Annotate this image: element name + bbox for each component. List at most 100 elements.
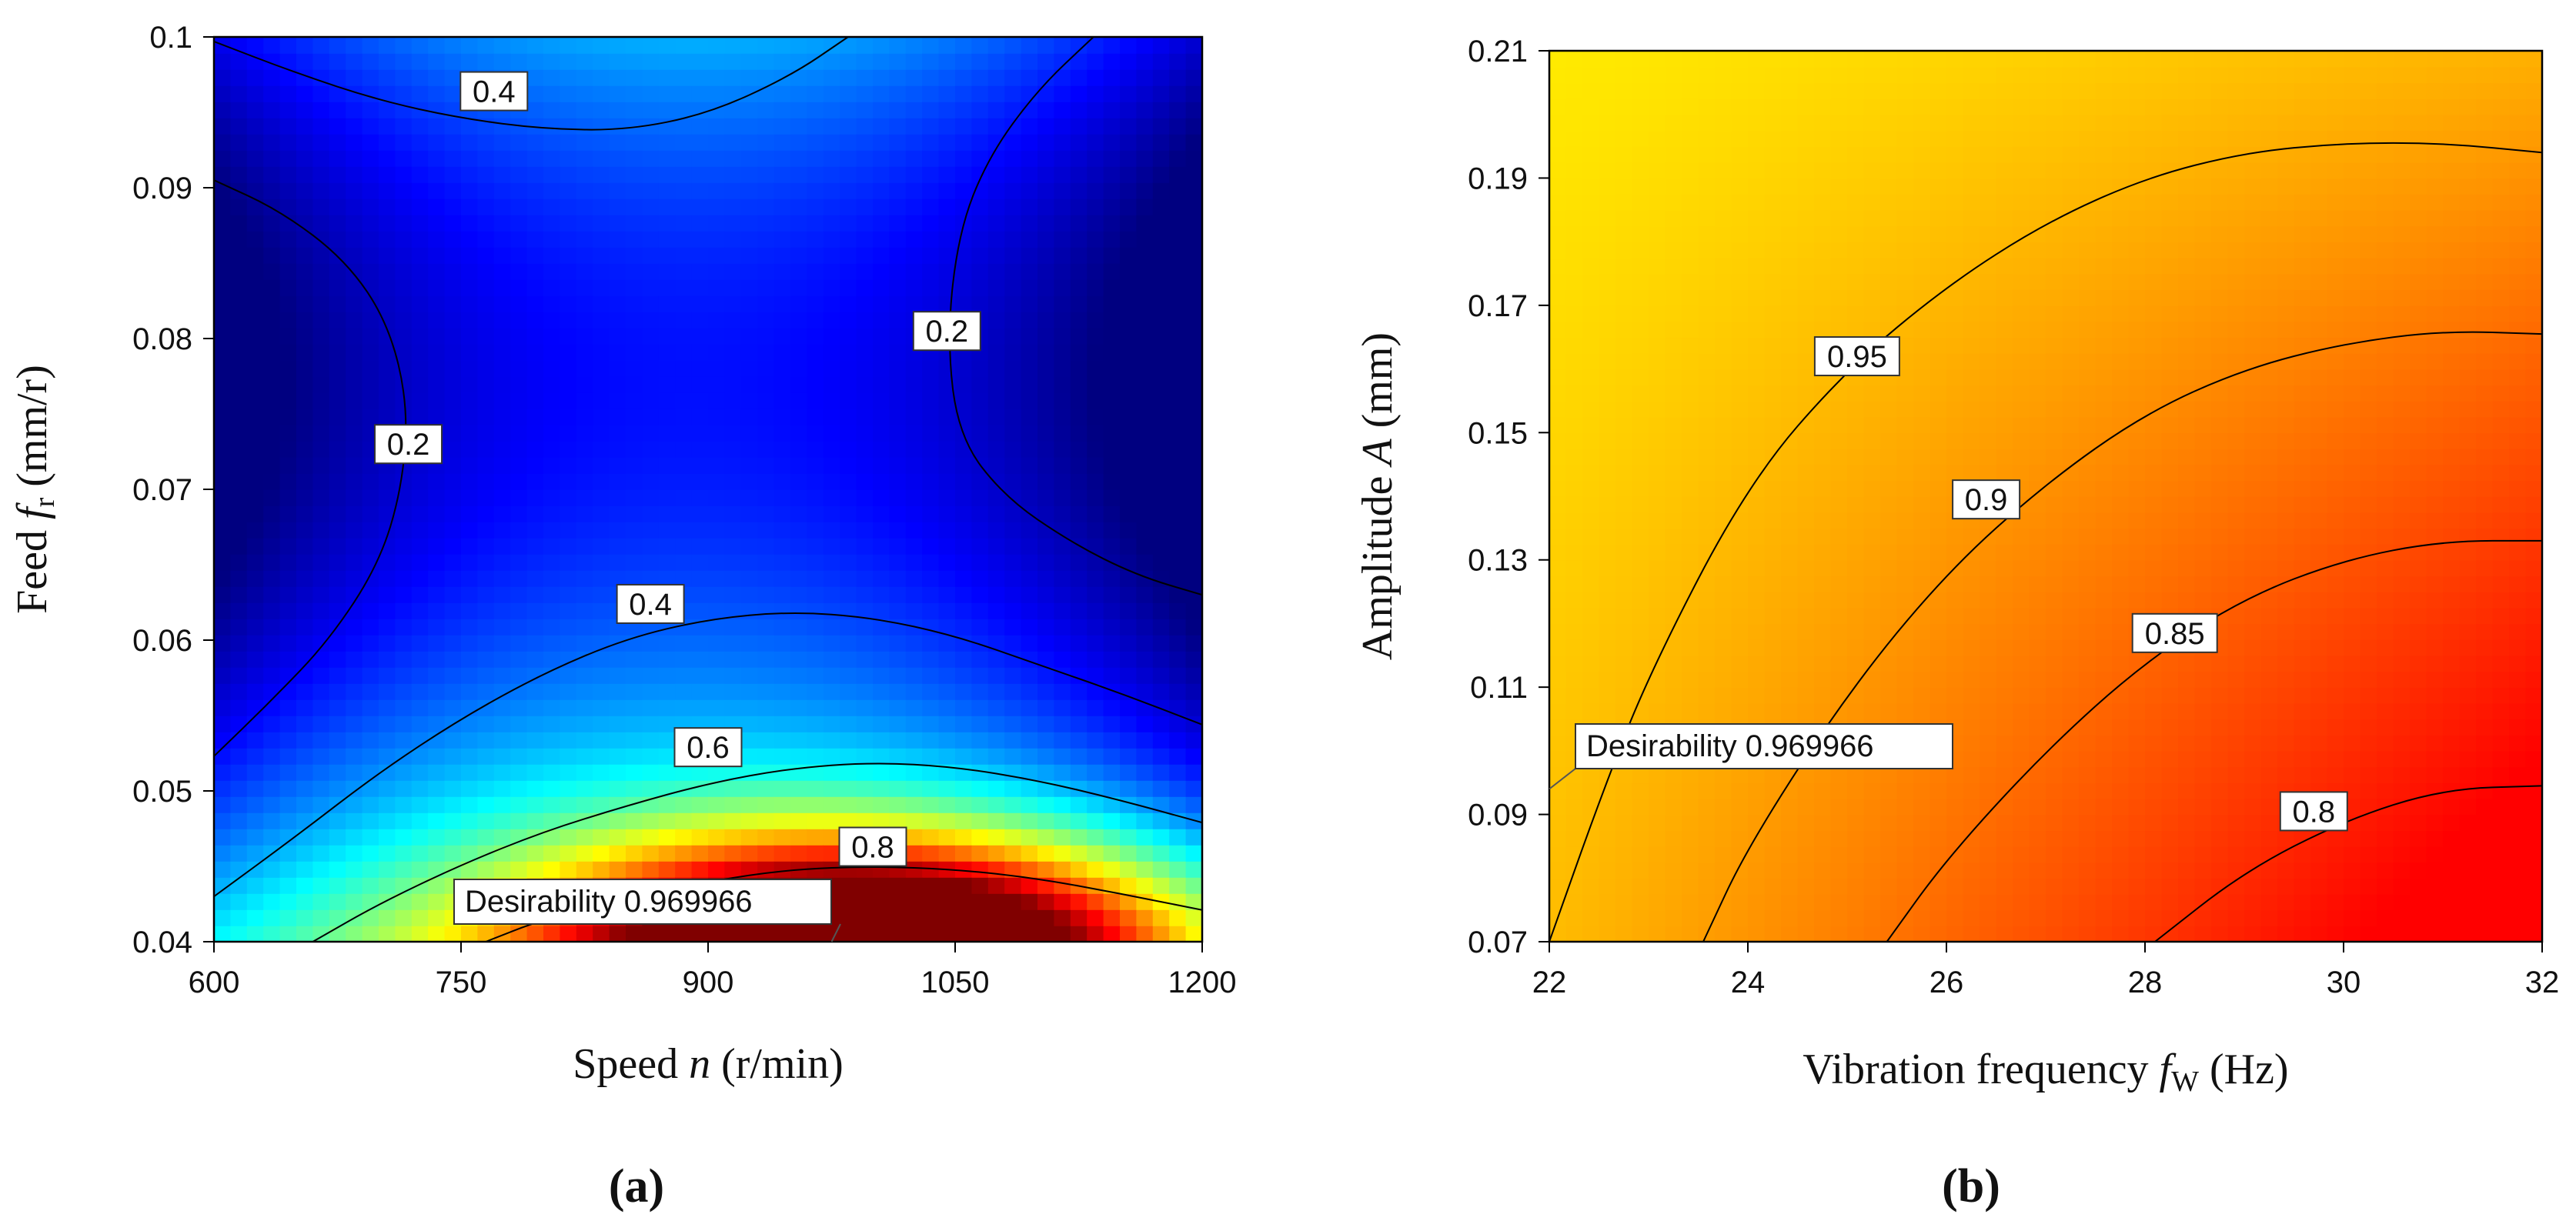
heatmap-cell: [346, 198, 363, 215]
heatmap-cell: [230, 764, 248, 781]
heatmap-cell: [560, 602, 577, 619]
heatmap-cell: [444, 328, 462, 345]
heatmap-cell: [1715, 257, 1732, 275]
heatmap-cell: [1021, 425, 1038, 442]
heatmap-cell: [1896, 146, 1914, 163]
heatmap-cell: [708, 328, 726, 345]
heatmap-cell: [1980, 750, 1997, 768]
heatmap-cell: [362, 231, 379, 248]
heatmap-cell: [873, 505, 890, 522]
heatmap-cell: [1037, 118, 1055, 135]
heatmap-cell: [938, 295, 956, 312]
heatmap-cell: [214, 748, 232, 765]
heatmap-cell: [1830, 830, 1848, 847]
heatmap-cell: [411, 134, 429, 151]
heatmap-cell: [1185, 926, 1203, 942]
heatmap-cell: [1103, 247, 1121, 264]
heatmap-cell: [675, 279, 693, 296]
heatmap-cell: [740, 602, 758, 619]
heatmap-cell: [246, 198, 264, 215]
heatmap-cell: [576, 295, 593, 312]
heatmap-cell: [1682, 528, 1699, 545]
heatmap-cell: [1599, 225, 1616, 242]
heatmap-cell: [658, 764, 676, 781]
heatmap-cell: [1715, 623, 1732, 640]
heatmap-cell: [708, 392, 726, 409]
heatmap-cell: [658, 829, 676, 846]
heatmap-cell: [675, 699, 693, 716]
heatmap-cell: [510, 586, 528, 603]
heatmap-cell: [1682, 798, 1699, 816]
heatmap-cell: [1037, 392, 1055, 409]
heatmap-cell: [1087, 392, 1104, 409]
heatmap-cell: [1665, 702, 1682, 720]
heatmap-cell: [1565, 352, 1583, 370]
heatmap-cell: [1980, 830, 1997, 847]
heatmap-cell: [1087, 861, 1104, 878]
heatmap-cell: [395, 716, 413, 732]
heatmap-cell: [1549, 98, 1567, 115]
heatmap-cell: [1120, 69, 1138, 86]
heatmap-cell: [493, 538, 511, 555]
heatmap-cell: [593, 215, 610, 232]
heatmap-cell: [840, 667, 857, 684]
heatmap-cell: [691, 522, 709, 539]
heatmap-cell: [1169, 69, 1187, 86]
heatmap-cell: [593, 457, 610, 474]
heatmap-cell: [971, 102, 989, 118]
heatmap-cell: [1087, 522, 1104, 539]
heatmap-cell: [1929, 432, 1947, 449]
heatmap-cell: [346, 118, 363, 135]
heatmap-cell: [1929, 369, 1947, 386]
heatmap-cell: [1152, 409, 1170, 425]
heatmap-cell: [246, 716, 264, 732]
heatmap-cell: [1599, 448, 1616, 465]
heatmap-cell: [428, 586, 446, 603]
heatmap-cell: [658, 845, 676, 862]
heatmap-cell: [1963, 607, 1980, 625]
heatmap-cell: [1649, 337, 1666, 354]
heatmap-cell: [1682, 82, 1699, 99]
heatmap-cell: [905, 263, 923, 280]
heatmap-cell: [543, 134, 561, 151]
heatmap-cell: [1814, 114, 1832, 132]
heatmap-cell: [1748, 528, 1766, 545]
heatmap-cell: [493, 554, 511, 571]
heatmap-cell: [922, 37, 940, 54]
heatmap-cell: [296, 150, 314, 167]
heatmap-cell: [1185, 360, 1203, 377]
heatmap-cell: [675, 118, 693, 135]
heatmap-cell: [510, 829, 528, 846]
heatmap-cell: [938, 909, 956, 926]
heatmap-cell: [873, 780, 890, 797]
heatmap-cell: [1120, 829, 1138, 846]
heatmap-cell: [1087, 312, 1104, 329]
heatmap-cell: [1152, 134, 1170, 151]
heatmap-cell: [296, 279, 314, 296]
heatmap-cell: [1682, 66, 1699, 84]
heatmap-cell: [543, 716, 561, 732]
heatmap-cell: [1830, 766, 1848, 784]
heatmap-cell: [922, 118, 940, 135]
heatmap-cell: [1797, 416, 1815, 434]
heatmap-cell: [840, 85, 857, 102]
heatmap-cell: [362, 586, 379, 603]
heatmap-cell: [444, 699, 462, 716]
heatmap-cell: [740, 69, 758, 86]
heatmap-cell: [889, 37, 907, 54]
heatmap-cell: [329, 538, 346, 555]
heatmap-cell: [1698, 51, 1716, 68]
heatmap-cell: [658, 279, 676, 296]
heatmap-cell: [477, 796, 495, 813]
heatmap-cell: [938, 619, 956, 636]
heatmap-cell: [922, 441, 940, 458]
heatmap-cell: [444, 279, 462, 296]
heatmap-cell: [1913, 400, 1931, 418]
heatmap-cell: [444, 215, 462, 232]
heatmap-cell: [312, 312, 330, 329]
heatmap-cell: [823, 150, 840, 167]
heatmap-cell: [230, 554, 248, 571]
heatmap-cell: [1120, 473, 1138, 490]
heatmap-cell: [1136, 328, 1154, 345]
heatmap-cell: [1814, 528, 1832, 545]
